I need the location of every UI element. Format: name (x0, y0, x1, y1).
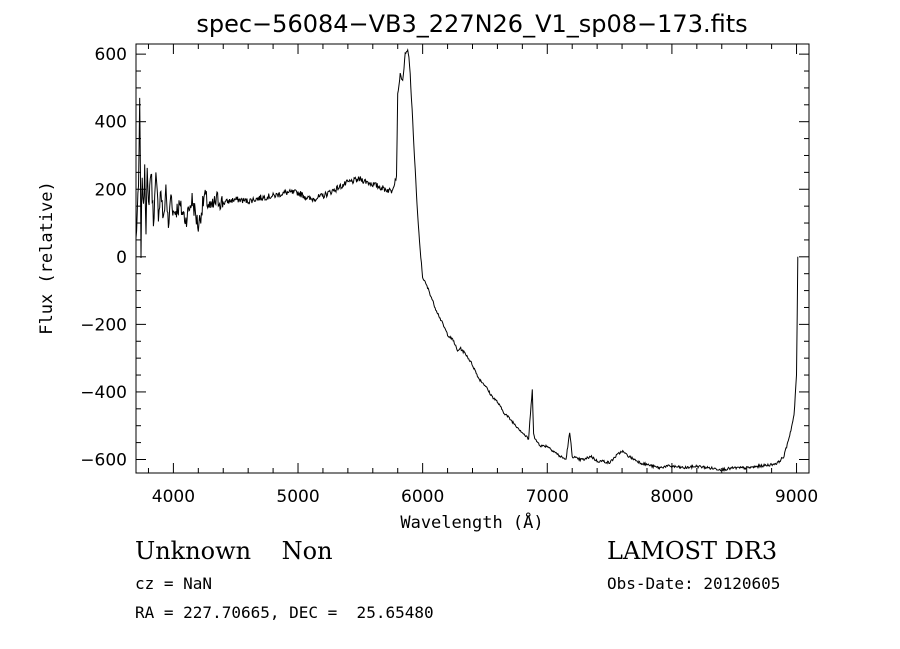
obs-date-label: Obs-Date: 20120605 (607, 574, 781, 593)
y-tick-label: 200 (95, 180, 127, 200)
x-tick-label: 8000 (650, 487, 693, 507)
y-tick-label: 400 (95, 113, 127, 133)
plot-frame (135, 43, 810, 474)
x-tick-label: 5000 (276, 487, 319, 507)
spectrum-line (136, 48, 799, 472)
y-axis-label: Flux (relative) (37, 181, 57, 335)
y-tick-label: −200 (80, 315, 127, 335)
x-tick-label: 4000 (152, 487, 195, 507)
axis-ticks (136, 44, 809, 473)
y-tick-label: 0 (116, 248, 127, 268)
cz-label: cz = NaN (135, 574, 213, 593)
x-tick-label: 7000 (526, 487, 569, 507)
coords-label: RA = 227.70665, DEC = 25.65480 (135, 603, 434, 622)
y-tick-label: −600 (80, 450, 127, 470)
x-tick-label: 9000 (775, 487, 818, 507)
x-tick-labels: 4000 5000 6000 7000 8000 9000 (152, 487, 818, 507)
y-tick-label: −400 (80, 383, 127, 403)
chart-title: spec−56084−VB3_227N26_V1_sp08−173.fits (196, 10, 747, 38)
y-tick-label: 600 (95, 45, 127, 65)
x-tick-label: 6000 (401, 487, 444, 507)
classification-label: Unknown Non (135, 537, 333, 565)
y-tick-labels: −600 −400 −200 0 200 400 600 (80, 45, 127, 470)
survey-label: LAMOST DR3 (607, 537, 778, 565)
x-axis-label: Wavelength (Å) (400, 511, 543, 533)
